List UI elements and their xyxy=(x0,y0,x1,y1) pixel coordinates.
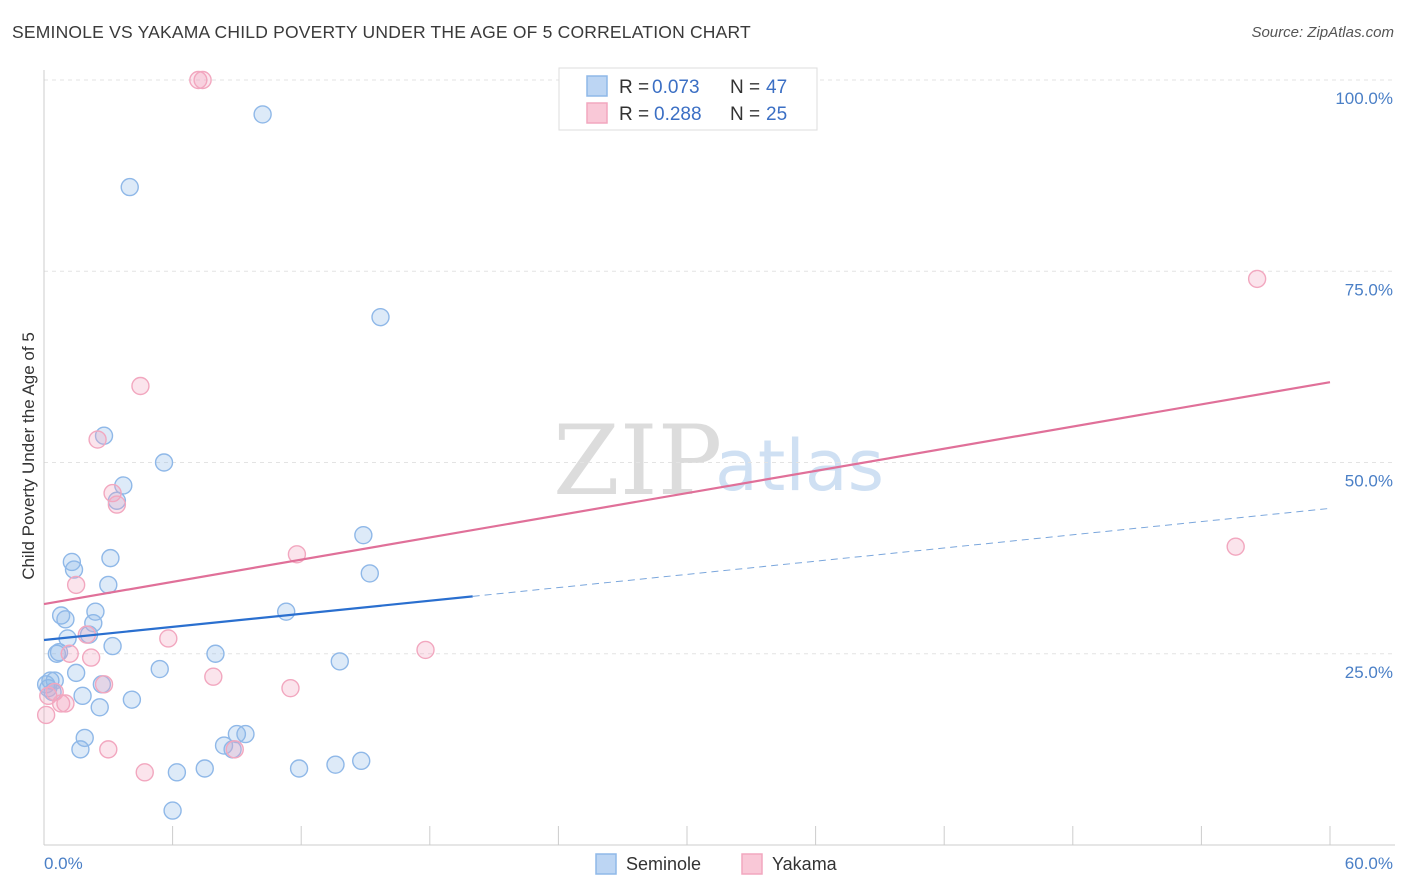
seminole-point-12 xyxy=(66,663,86,683)
yakama-point-21 xyxy=(281,678,300,698)
yakama-point-18 xyxy=(193,70,212,90)
yakama-point-15 xyxy=(135,763,154,782)
y-tick-label-50: 50.0% xyxy=(1345,472,1393,491)
seminole-point-14 xyxy=(73,686,92,706)
y-axis-label: Child Poverty Under the Age of 5 xyxy=(19,332,38,580)
legend-swatch-seminole xyxy=(586,75,608,97)
seminole-point-34 xyxy=(206,644,225,663)
seminole-point-47 xyxy=(371,307,390,327)
yakama-point-19 xyxy=(204,667,223,686)
seminole-point-8 xyxy=(56,610,75,629)
seminole-point-46 xyxy=(360,564,379,583)
series-legend: Seminole Yakama xyxy=(595,853,838,875)
seminole-point-13 xyxy=(71,740,90,759)
seminole-point-2 xyxy=(41,671,60,690)
yakama-point-10 xyxy=(94,675,114,694)
y-tick-labels: 25.0% 50.0% 75.0% 100.0% xyxy=(1335,89,1393,682)
seminole-point-28 xyxy=(122,690,142,709)
legend-r-label-yakama: R = xyxy=(619,104,649,125)
y-tick-label-100: 100.0% xyxy=(1335,89,1393,108)
watermark-zip: ZIP xyxy=(553,405,722,517)
legend-r-value-yakama: 0.288 xyxy=(654,104,702,125)
yakama-trend-line xyxy=(43,381,1331,606)
yakama-point-20 xyxy=(225,740,244,759)
legend-r-label-seminole: R = xyxy=(619,77,649,98)
x-tick-label-min: 0.0% xyxy=(44,854,83,873)
yakama-point-9 xyxy=(88,430,107,449)
chart-title: SEMINOLE VS YAKAMA CHILD POVERTY UNDER T… xyxy=(12,22,751,42)
legend-r-value-seminole: 0.073 xyxy=(652,77,700,98)
yakama-point-13 xyxy=(107,495,127,514)
yakama-point-2 xyxy=(45,682,64,702)
seminole-point-40 xyxy=(276,602,296,621)
series-legend-swatch-seminole xyxy=(595,853,617,875)
series-legend-label-seminole: Seminole xyxy=(626,854,701,874)
trend-lines xyxy=(43,381,1331,642)
seminole-point-24 xyxy=(103,636,122,656)
x-axis-ticks xyxy=(43,826,1331,845)
watermark-atlas: atlas xyxy=(715,425,884,507)
series-legend-label-yakama: Yakama xyxy=(772,854,838,874)
yakama-point-24 xyxy=(1226,537,1245,556)
gridlines xyxy=(44,79,1395,655)
yakama-point-16 xyxy=(159,629,178,648)
seminole-point-11 xyxy=(64,560,84,579)
y-tick-label-75: 75.0% xyxy=(1345,280,1393,299)
yakama-point-4 xyxy=(56,694,75,713)
seminole-point-31 xyxy=(163,801,182,820)
yakama-point-11 xyxy=(99,740,118,759)
seminole-point-17 xyxy=(84,613,103,633)
seminole-point-30 xyxy=(154,453,174,472)
seminole-point-33 xyxy=(195,759,214,778)
seminole-point-32 xyxy=(167,763,187,782)
x-tick-label-max: 60.0% xyxy=(1345,854,1393,873)
seminole-point-43 xyxy=(330,652,349,671)
seminole-point-23 xyxy=(101,548,120,568)
yakama-point-12 xyxy=(103,483,122,503)
legend-swatch-yakama xyxy=(586,102,608,124)
seminole-trend-extension xyxy=(472,507,1331,597)
seminole-point-42 xyxy=(326,755,345,774)
seminole-point-15 xyxy=(75,728,94,748)
legend-n-label-yakama: N = xyxy=(730,104,760,125)
yakama-point-14 xyxy=(131,376,150,396)
correlation-legend: R = 0.073 N = 47 R = 0.288 N = 25 xyxy=(558,67,818,131)
yakama-point-17 xyxy=(189,70,208,90)
seminole-point-18 xyxy=(86,602,105,621)
seminole-point-45 xyxy=(354,525,373,545)
yakama-point-25 xyxy=(1247,269,1267,289)
seminole-trend-line xyxy=(43,595,473,642)
yakama-point-8 xyxy=(81,648,101,667)
yakama-points xyxy=(36,70,1267,782)
series-legend-swatch-yakama xyxy=(741,853,763,875)
seminole-point-39 xyxy=(253,105,272,124)
yakama-point-3 xyxy=(51,694,71,713)
y-tick-label-25: 25.0% xyxy=(1345,663,1393,682)
legend-n-value-yakama: 25 xyxy=(766,104,787,125)
seminole-point-41 xyxy=(289,759,309,778)
yakama-point-0 xyxy=(36,705,56,725)
legend-n-label-seminole: N = xyxy=(730,77,760,98)
legend-n-value-seminole: 47 xyxy=(766,77,787,98)
seminole-point-27 xyxy=(120,177,139,197)
seminole-point-38 xyxy=(236,724,255,744)
seminole-point-44 xyxy=(352,751,371,771)
yakama-point-23 xyxy=(416,640,435,660)
source-label: Source: ZipAtlas.com xyxy=(1251,24,1394,41)
seminole-point-19 xyxy=(90,698,109,717)
yakama-point-5 xyxy=(60,644,79,663)
yakama-point-6 xyxy=(66,575,86,595)
seminole-point-29 xyxy=(150,659,169,679)
